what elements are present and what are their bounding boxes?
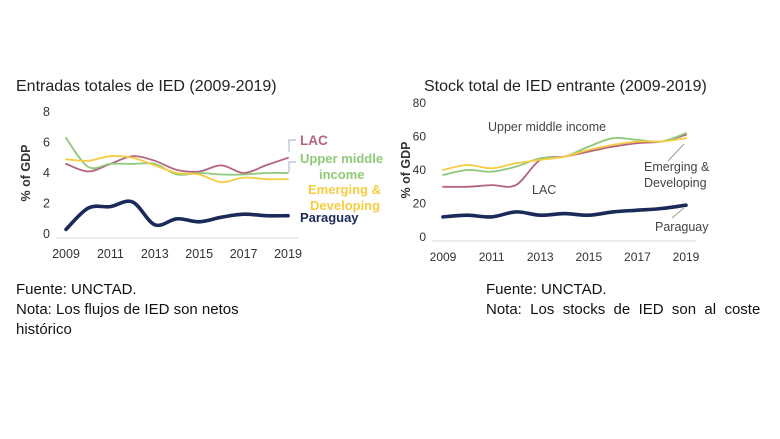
right-series-line-emerging-developing bbox=[442, 137, 687, 171]
left-y-axis-label: % of GDP bbox=[19, 145, 33, 202]
left-x-tick-label: 2013 bbox=[141, 247, 169, 261]
right-paraguay-connector bbox=[671, 207, 685, 219]
right-label-lac: LAC bbox=[532, 183, 556, 197]
left-series-line-upper-middle-income bbox=[65, 137, 289, 176]
left-x-tick-label: 2019 bbox=[274, 247, 302, 261]
left-label-emerging-line1: Emerging & bbox=[308, 182, 381, 197]
right-note-line1: Nota: Los stocks de IED son al coste bbox=[486, 301, 761, 318]
right-x-tick-label: 2019 bbox=[673, 250, 700, 264]
right-y-axis-label: % of GDP bbox=[399, 142, 413, 199]
right-emerging-connector bbox=[667, 143, 685, 162]
left-series-line-emerging-developing bbox=[65, 155, 289, 184]
right-label-emerging-line2: Developing bbox=[644, 176, 707, 190]
left-label-lac: LAC bbox=[300, 133, 328, 148]
left-x-tick-label: 2009 bbox=[52, 247, 80, 261]
left-x-tick-label: 2011 bbox=[97, 247, 124, 261]
left-lac-connector bbox=[288, 139, 296, 152]
left-series-line-paraguay bbox=[64, 199, 290, 232]
right-x-tick-label: 2013 bbox=[527, 250, 554, 264]
left-y-tick-label: 8 bbox=[43, 105, 50, 119]
left-source: Fuente: UNCTAD. bbox=[16, 281, 137, 298]
left-label-upper-middle-line2: income bbox=[319, 167, 365, 182]
right-y-tick-label: 0 bbox=[419, 230, 426, 244]
left-x-tick-label: 2015 bbox=[185, 247, 213, 261]
right-y-tick-label: 20 bbox=[413, 197, 427, 211]
right-x-tick-label: 2017 bbox=[624, 250, 651, 264]
right-x-tick-label: 2009 bbox=[430, 250, 457, 264]
left-series-line-lac bbox=[65, 155, 289, 174]
right-x-tick-label: 2015 bbox=[575, 250, 602, 264]
left-label-upper-middle-line1: Upper middle bbox=[300, 151, 383, 166]
right-label-emerging-line1: Emerging & bbox=[644, 160, 710, 174]
right-y-tick-label: 80 bbox=[413, 96, 427, 110]
right-chart-title: Stock total de IED entrante (2009-2019) bbox=[424, 78, 707, 95]
left-y-tick-label: 0 bbox=[43, 227, 50, 241]
left-x-tick-label: 2017 bbox=[230, 247, 258, 261]
right-source: Fuente: UNCTAD. bbox=[486, 281, 607, 298]
left-note-line2: histórico bbox=[16, 321, 72, 338]
left-y-tick-label: 6 bbox=[43, 136, 50, 150]
left-y-tick-label: 2 bbox=[43, 197, 50, 211]
right-x-tick-label: 2011 bbox=[479, 250, 505, 264]
left-label-emerging-line2: Developing bbox=[310, 198, 380, 213]
left-label-paraguay: Paraguay bbox=[300, 210, 359, 225]
left-notes: Fuente: UNCTAD. Nota: Los flujos de IED … bbox=[16, 280, 239, 340]
right-y-tick-label: 40 bbox=[413, 163, 427, 177]
right-label-upper-middle: Upper middle income bbox=[488, 120, 606, 134]
left-chart-title: Entradas totales de IED (2009-2019) bbox=[16, 78, 277, 95]
right-label-paraguay: Paraguay bbox=[655, 220, 709, 234]
right-series-line-paraguay bbox=[441, 203, 688, 219]
left-umi-connector bbox=[288, 161, 296, 172]
left-note-line1: Nota: Los flujos de IED son netos bbox=[16, 301, 239, 318]
right-notes: Fuente: UNCTAD. Nota: Los stocks de IED … bbox=[486, 280, 760, 320]
left-y-tick-label: 4 bbox=[43, 166, 50, 180]
right-y-tick-label: 60 bbox=[413, 130, 427, 144]
